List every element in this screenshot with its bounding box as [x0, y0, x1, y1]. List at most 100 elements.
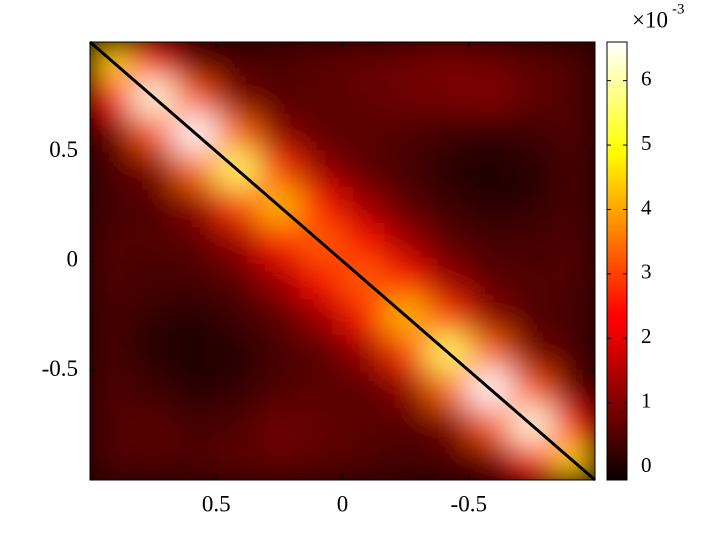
heatmap-cell: [132, 115, 175, 152]
heatmap-cell: [258, 407, 301, 444]
heatmap-cell: [174, 334, 217, 371]
heatmap-cell: [342, 78, 386, 116]
heatmap-cell: [552, 224, 595, 262]
colorbar: [606, 41, 628, 481]
heatmap-cell: [552, 188, 595, 225]
heatmap-cell: [300, 370, 343, 408]
heatmap-cell: [468, 407, 512, 444]
colorbar-tick-label: 4: [641, 195, 652, 219]
heatmap-cell: [384, 407, 428, 444]
heatmap-cell: [216, 42, 259, 79]
heatmap-cell: [552, 297, 595, 335]
heatmap-cell: [216, 443, 259, 480]
heatmap-cell: [258, 334, 301, 371]
heatmap-cell: [552, 115, 595, 152]
heatmap-cell: [90, 334, 133, 371]
heatmap-cell: [468, 115, 512, 152]
heatmap-cell: [510, 334, 554, 371]
heatmap-cell: [300, 407, 343, 444]
heatmap-cell: [468, 188, 512, 225]
heatmap-cell: [552, 151, 595, 189]
heatmap-cell: [132, 42, 175, 79]
heatmap-cell: [426, 261, 470, 298]
heatmap-cell: [552, 261, 595, 298]
heatmap-cell: [174, 224, 217, 262]
colorbar-scale: ×10: [632, 7, 668, 32]
y-tick-label: 0.5: [49, 137, 78, 162]
heatmap-cell: [510, 297, 554, 335]
heatmap-cell: [300, 188, 343, 225]
heatmap-cell: [426, 370, 470, 408]
heatmap-cell: [510, 443, 554, 480]
heatmap-cell: [510, 188, 554, 225]
heatmap-cell: [468, 443, 512, 480]
heatmap-cell: [258, 370, 301, 408]
colorbar-tick-label: 1: [641, 389, 652, 413]
heatmap-cell: [510, 151, 554, 189]
heatmap-cell: [384, 443, 428, 480]
heatmap-cell: [384, 42, 428, 79]
heatmap-cell: [258, 115, 301, 152]
heatmap-cell: [90, 407, 133, 444]
x-tick-label: 0.5: [202, 491, 231, 516]
heatmap-cell: [132, 297, 175, 335]
heatmap-cell: [384, 370, 428, 408]
heatmap-cell: [216, 297, 259, 335]
heatmap-cell: [174, 443, 217, 480]
heatmap-cell: [300, 443, 343, 480]
heatmap-cell: [510, 78, 554, 116]
heatmap-cell: [258, 224, 301, 262]
heatmap-cell: [300, 78, 343, 116]
heatmap-cell: [258, 42, 301, 79]
heatmap-cell: [300, 115, 343, 152]
heatmap-cell: [384, 188, 428, 225]
heatmap-cell: [300, 334, 343, 371]
heatmap-cell: [90, 224, 133, 262]
heatmap-cell: [426, 188, 470, 225]
heatmap-cell: [90, 443, 133, 480]
heatmap-cell: [468, 261, 512, 298]
heatmap-cell: [426, 42, 470, 79]
heatmap-cell: [216, 78, 259, 116]
heatmap-cell: [426, 78, 470, 116]
heatmap-cell: [216, 370, 259, 408]
heatmap-cell: [552, 334, 595, 371]
heatmap-cell: [384, 224, 428, 262]
heatmap-cell: [342, 443, 386, 480]
x-tick-label: -0.5: [451, 491, 487, 516]
y-tick-label: -0.5: [42, 356, 78, 381]
heatmap-cell: [216, 407, 259, 444]
heatmap-cell: [342, 115, 386, 152]
heatmap-cell: [552, 407, 595, 444]
heatmap-cell: [426, 151, 470, 189]
heatmap-cell: [216, 115, 259, 152]
heatmap-cell: [384, 334, 428, 371]
heatmap-cell: [132, 407, 175, 444]
heatmap-cell: [174, 407, 217, 444]
heatmap-cell: [216, 224, 259, 262]
y-tick-label: 0: [67, 246, 79, 271]
heatmap-cell: [132, 188, 175, 225]
heatmap: [90, 42, 595, 480]
colorbar-tick-label: 2: [641, 324, 652, 348]
heatmap-cell: [468, 42, 512, 79]
colorbar-tick-label: 5: [641, 131, 652, 155]
heatmap-cell: [342, 42, 386, 79]
heatmap-cell: [216, 334, 259, 371]
heatmap-cell: [342, 151, 386, 189]
heatmap-cell: [174, 151, 217, 189]
heatmap-cell: [468, 224, 512, 262]
heatmap-cell: [90, 261, 133, 298]
heatmap-cell: [90, 188, 133, 225]
heatmap-cell: [510, 42, 554, 79]
heatmap-cell: [468, 78, 512, 116]
heatmap-cell: [300, 151, 343, 189]
heatmap-cell: [384, 151, 428, 189]
heatmap-cell: [216, 188, 259, 225]
heatmap-cell: [342, 334, 386, 371]
heatmap-cell: [258, 78, 301, 116]
heatmap-cell: [384, 78, 428, 116]
heatmap-cell: [426, 224, 470, 262]
heatmap-cell: [468, 334, 512, 371]
